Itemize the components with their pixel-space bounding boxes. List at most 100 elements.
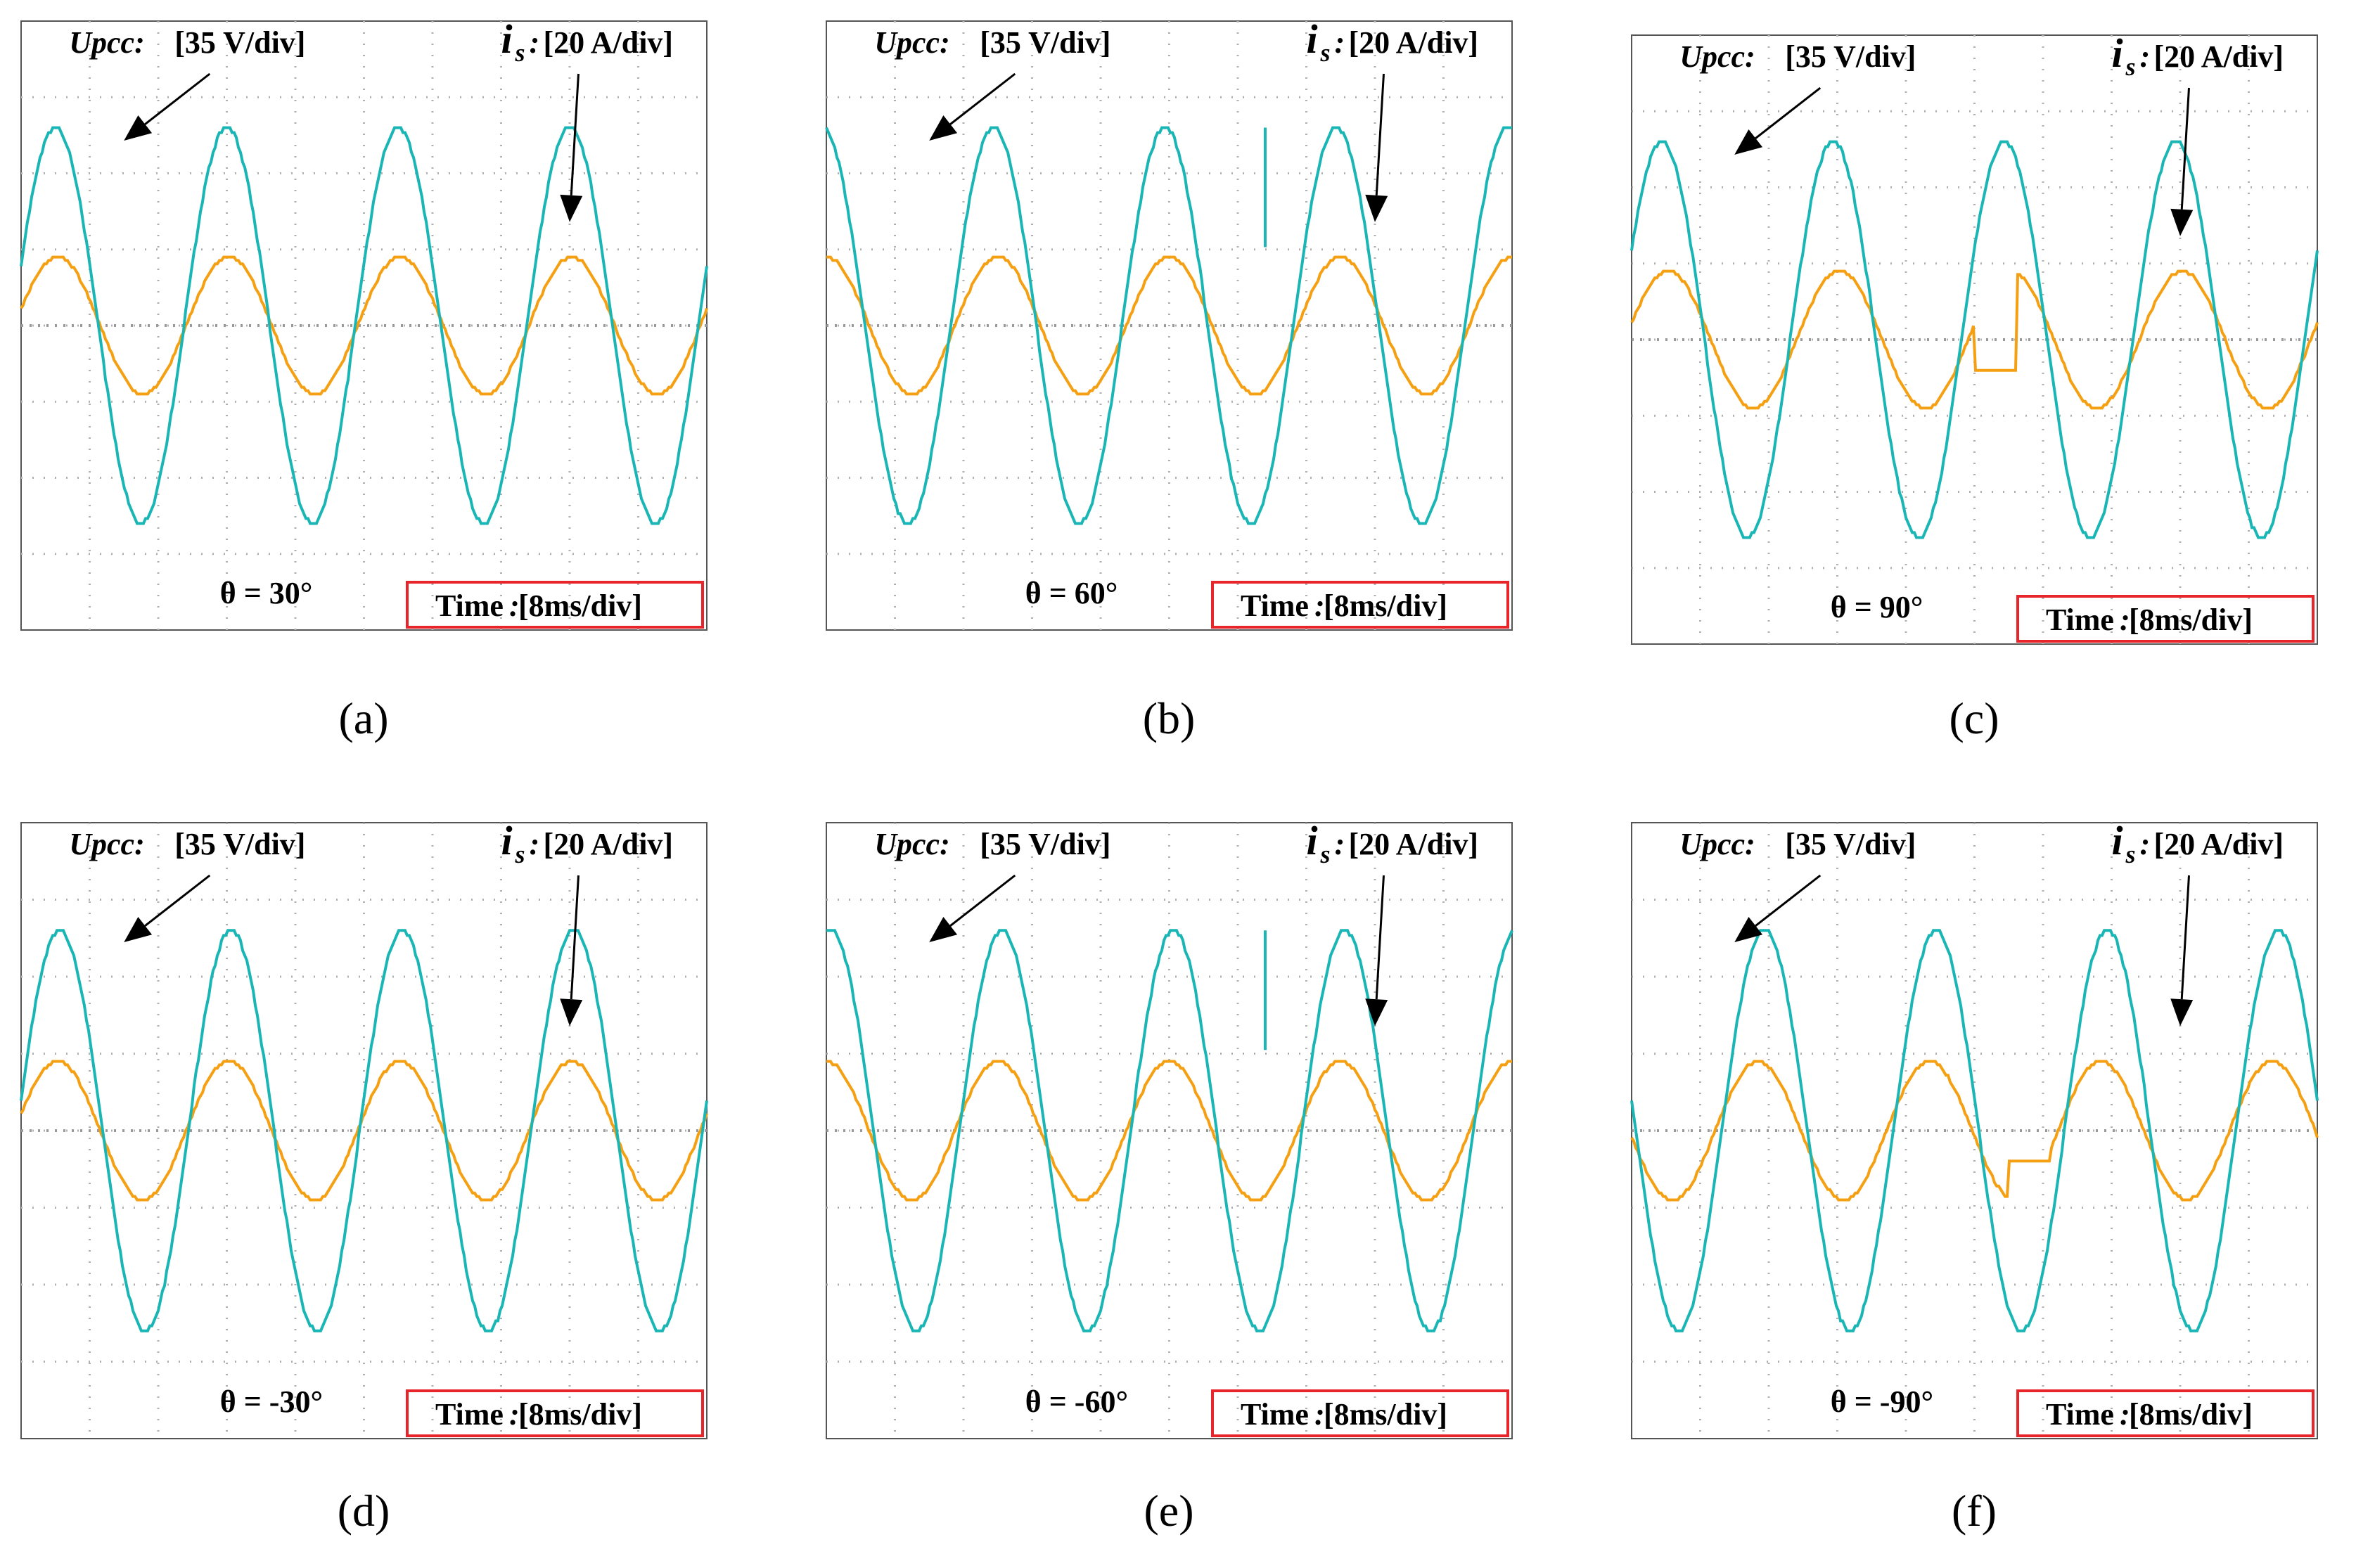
grid xyxy=(1632,823,2317,1439)
is-arrow-shaft xyxy=(570,73,580,195)
upcc-label: Upcc: xyxy=(69,25,145,60)
is-subscript: s xyxy=(2125,53,2136,81)
upcc-arrow-head xyxy=(1734,129,1763,155)
upcc-waveform xyxy=(825,126,1512,525)
panel-caption: (c) xyxy=(1949,693,1999,743)
upcc-label: Upcc: xyxy=(1679,827,1755,861)
upcc-scale: [35 V/div] xyxy=(980,25,1110,60)
is-waveform xyxy=(20,255,708,396)
upcc-scale: [35 V/div] xyxy=(174,25,305,60)
time-colon: : xyxy=(1314,1397,1325,1432)
trace-labels: Upcc: [35 V/div] i s: [20 A/div] xyxy=(69,818,674,1027)
is-scale: [20 A/div] xyxy=(544,25,674,60)
upcc-waveform xyxy=(1630,929,2319,1332)
time-scale-box xyxy=(406,581,704,629)
time-colon: : xyxy=(2120,603,2130,637)
is-subscript: s xyxy=(1320,39,1331,67)
is-arrow-head xyxy=(2170,998,2194,1027)
panel-c: Upcc: [35 V/div] i s: [20 A/div]θ = 90° Time:… xyxy=(1630,30,2319,645)
grid xyxy=(826,823,1512,1439)
is-subscript: s xyxy=(1320,840,1331,868)
upcc-scale: [35 V/div] xyxy=(174,827,305,861)
upcc-scale: [35 V/div] xyxy=(980,827,1110,861)
grid xyxy=(21,21,707,630)
is-scale: [20 A/div] xyxy=(1349,827,1479,861)
upcc-waveform xyxy=(20,929,708,1332)
time-colon: : xyxy=(1314,589,1325,623)
time-scale-box xyxy=(2016,595,2315,643)
theta-label: θ = 30° xyxy=(220,576,313,610)
is-label: i xyxy=(1307,16,1318,62)
is-colon: : xyxy=(2140,827,2151,861)
is-subscript: s xyxy=(515,39,525,67)
upcc-arrow-shaft xyxy=(1755,86,1822,139)
trace-labels: Upcc: [35 V/div] i s: [20 A/div] xyxy=(1679,30,2284,236)
time-colon: : xyxy=(509,589,520,623)
trace-labels: Upcc: [35 V/div] i s: [20 A/div] xyxy=(874,16,1478,222)
upcc-arrow-shaft xyxy=(949,874,1016,927)
time-label: Time xyxy=(2046,1397,2114,1432)
upcc-waveform xyxy=(1630,140,2319,539)
grid xyxy=(826,21,1512,630)
trace-labels: Upcc: [35 V/div] i s: [20 A/div] xyxy=(69,16,673,222)
upcc-scale: [35 V/div] xyxy=(1785,39,1916,74)
time-colon: : xyxy=(509,1397,520,1432)
time-scale: [8ms/div] xyxy=(1324,589,1447,623)
time-scale: [8ms/div] xyxy=(518,1397,642,1432)
is-arrow-shaft xyxy=(1375,73,1385,195)
is-scale: [20 A/div] xyxy=(2154,39,2284,74)
panel-b: Upcc: [35 V/div] i s: [20 A/div]θ = 60° Time:… xyxy=(825,16,1513,631)
time-scale: [8ms/div] xyxy=(518,589,642,623)
time-scale: [8ms/div] xyxy=(1324,1397,1447,1432)
upcc-arrow-shaft xyxy=(144,874,211,927)
time-scale-box xyxy=(1211,581,1509,629)
panel-f: Upcc: [35 V/div] i s: [20 A/div]θ = -90° Time… xyxy=(1630,818,2319,1439)
is-waveform xyxy=(1630,269,2319,410)
is-scale: [20 A/div] xyxy=(2154,827,2284,861)
grid xyxy=(1632,35,2317,644)
is-colon: : xyxy=(530,827,540,861)
time-label: Time xyxy=(435,589,504,623)
theta-label: θ = -30° xyxy=(220,1384,323,1419)
is-arrow-shaft xyxy=(2180,875,2190,1000)
is-colon: : xyxy=(1335,25,1345,60)
upcc-label: Upcc: xyxy=(1679,39,1755,74)
grid xyxy=(21,823,707,1439)
is-arrow-head xyxy=(1365,194,1388,222)
time-scale-box xyxy=(1211,1389,1509,1437)
time-label: Time xyxy=(1241,1397,1309,1432)
is-waveform xyxy=(826,255,1512,396)
time-colon: : xyxy=(2120,1397,2130,1432)
is-scale: [20 A/div] xyxy=(1349,25,1479,60)
is-subscript: s xyxy=(2125,840,2136,868)
is-arrow-head xyxy=(560,998,583,1027)
upcc-arrow-head xyxy=(1734,917,1763,942)
upcc-arrow-shaft xyxy=(1755,874,1822,927)
theta-label: θ = 90° xyxy=(1831,590,1923,624)
is-arrow-head xyxy=(1365,998,1388,1027)
time-scale: [8ms/div] xyxy=(2129,1397,2253,1432)
is-waveform xyxy=(20,1060,708,1202)
is-colon: : xyxy=(1335,827,1345,861)
is-waveform xyxy=(1630,1060,2319,1202)
upcc-waveform xyxy=(826,929,1513,1332)
time-label: Time xyxy=(1241,589,1309,623)
panel-caption: (d) xyxy=(338,1486,390,1536)
is-label: i xyxy=(2112,818,2123,863)
is-colon: : xyxy=(2140,39,2151,74)
upcc-waveform xyxy=(20,126,708,525)
panel-caption: (e) xyxy=(1144,1486,1193,1536)
is-arrow-head xyxy=(2170,208,2194,236)
panel-caption: (b) xyxy=(1143,693,1196,743)
theta-label: θ = 60° xyxy=(1025,576,1118,610)
is-arrow-head xyxy=(560,194,583,222)
is-scale: [20 A/div] xyxy=(544,827,674,861)
time-scale-box xyxy=(2016,1389,2315,1437)
upcc-arrow-shaft xyxy=(949,72,1016,125)
panel-caption: (a) xyxy=(338,693,388,743)
panel-d: Upcc: [35 V/div] i s: [20 A/div]θ = -30° Time… xyxy=(20,818,708,1439)
upcc-label: Upcc: xyxy=(874,827,950,861)
is-label: i xyxy=(1307,818,1318,863)
upcc-arrow-head xyxy=(929,917,958,942)
